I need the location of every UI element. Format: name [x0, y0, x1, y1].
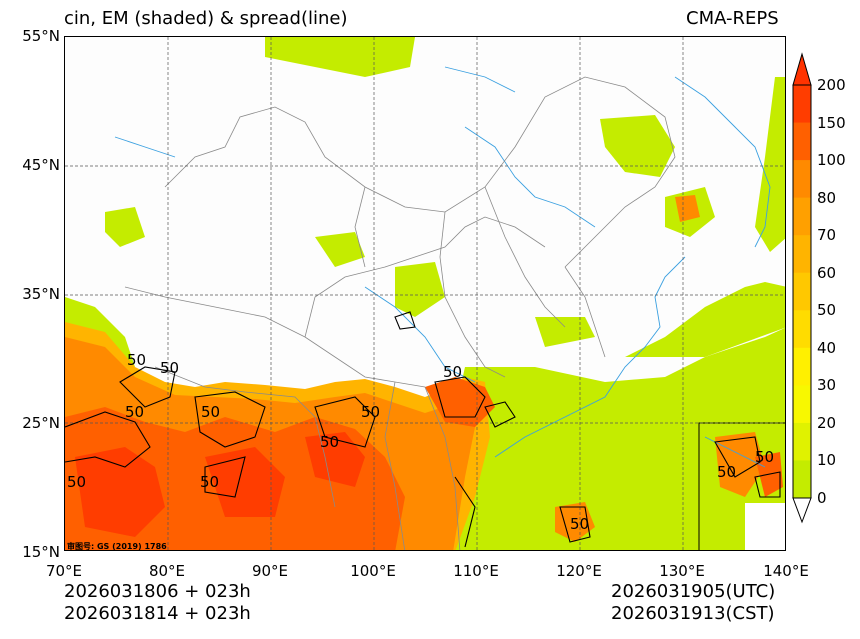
colorbar-label: 30 [817, 376, 837, 395]
lat-label-35n: 35°N [22, 285, 60, 303]
colorbar-label: 20 [817, 413, 837, 432]
administrative-borders [124, 76, 676, 550]
graticule [65, 37, 785, 550]
colorbar-label: 100 [817, 151, 846, 170]
contour-label: 50 [67, 473, 86, 491]
colorbar-label: 10 [817, 451, 837, 470]
colorbar-bin [793, 122, 811, 161]
colorbar-bin [793, 347, 811, 386]
lon-label-100e: 100°E [350, 562, 396, 580]
map-review-number: 审图号: GS (2019) 1786 [67, 541, 167, 551]
map-panel: 50 50 50 50 50 50 50 50 50 50 50 50 审图号:… [64, 36, 786, 551]
colorbar-bin [793, 235, 811, 274]
colorbar-bin [793, 85, 811, 124]
contour-label: 50 [570, 515, 589, 533]
cin-shading-green [65, 37, 785, 550]
colorbar-bin [793, 310, 811, 349]
colorbar-bin [793, 197, 811, 236]
coastlines-rivers [114, 66, 771, 468]
colorbar-under-arrow [792, 497, 812, 524]
lat-label-45n: 45°N [22, 156, 60, 174]
valid-time-cst: 2026031913(CST) [611, 603, 775, 624]
colorbar-bins [792, 84, 812, 499]
lon-label-90e: 90°E [251, 562, 289, 580]
contour-label: 50 [125, 403, 144, 421]
contour-label: 50 [717, 463, 736, 481]
lon-label-140e: 140°E [763, 562, 809, 580]
contour-label: 50 [755, 448, 774, 466]
colorbar-bin [793, 385, 811, 424]
lon-label-130e: 130°E [659, 562, 705, 580]
lon-label-70e: 70°E [45, 562, 83, 580]
init-time-1: 2026031806 + 023h [64, 581, 251, 602]
valid-time-utc: 2026031905(UTC) [611, 581, 776, 602]
contour-label: 50 [200, 473, 219, 491]
lat-label-55n: 55°N [22, 27, 60, 45]
lon-label-120e: 120°E [556, 562, 602, 580]
contour-label: 50 [201, 403, 220, 421]
colorbar-label: 40 [817, 338, 837, 357]
colorbar-bin [793, 160, 811, 199]
contour-label: 50 [320, 433, 339, 451]
lon-label-80e: 80°E [148, 562, 186, 580]
contour-label: 50 [361, 403, 380, 421]
lon-label-110e: 110°E [453, 562, 499, 580]
colorbar-bin [793, 460, 811, 499]
init-time-2: 2026031814 + 023h [64, 603, 251, 624]
cin-shading-high [65, 195, 700, 550]
colorbar-over-arrow [792, 52, 812, 86]
contour-label: 50 [127, 351, 146, 369]
lat-label-15n: 15°N [22, 543, 60, 561]
contour-label: 50 [160, 359, 179, 377]
colorbar-bin [793, 272, 811, 311]
colorbar-label: 0 [817, 489, 827, 507]
colorbar-label: 50 [817, 301, 837, 320]
colorbar-label: 70 [817, 226, 837, 245]
contour-label: 50 [443, 363, 462, 381]
model-name: CMA-REPS [686, 8, 779, 29]
colorbar-label: 150 [817, 113, 846, 132]
map-title: cin, EM (shaded) & spread(line) [64, 8, 348, 29]
colorbar-label: 60 [817, 263, 837, 282]
spread-contours [65, 311, 781, 548]
south-china-sea-inset [698, 422, 785, 550]
contour-label-group: 50 50 50 50 50 50 50 50 50 50 50 50 [67, 351, 774, 533]
colorbar [790, 50, 814, 526]
colorbar-label: 200 [817, 76, 846, 94]
colorbar-bin [793, 422, 811, 461]
colorbar-label: 80 [817, 188, 837, 207]
lat-label-25n: 25°N [22, 414, 60, 432]
